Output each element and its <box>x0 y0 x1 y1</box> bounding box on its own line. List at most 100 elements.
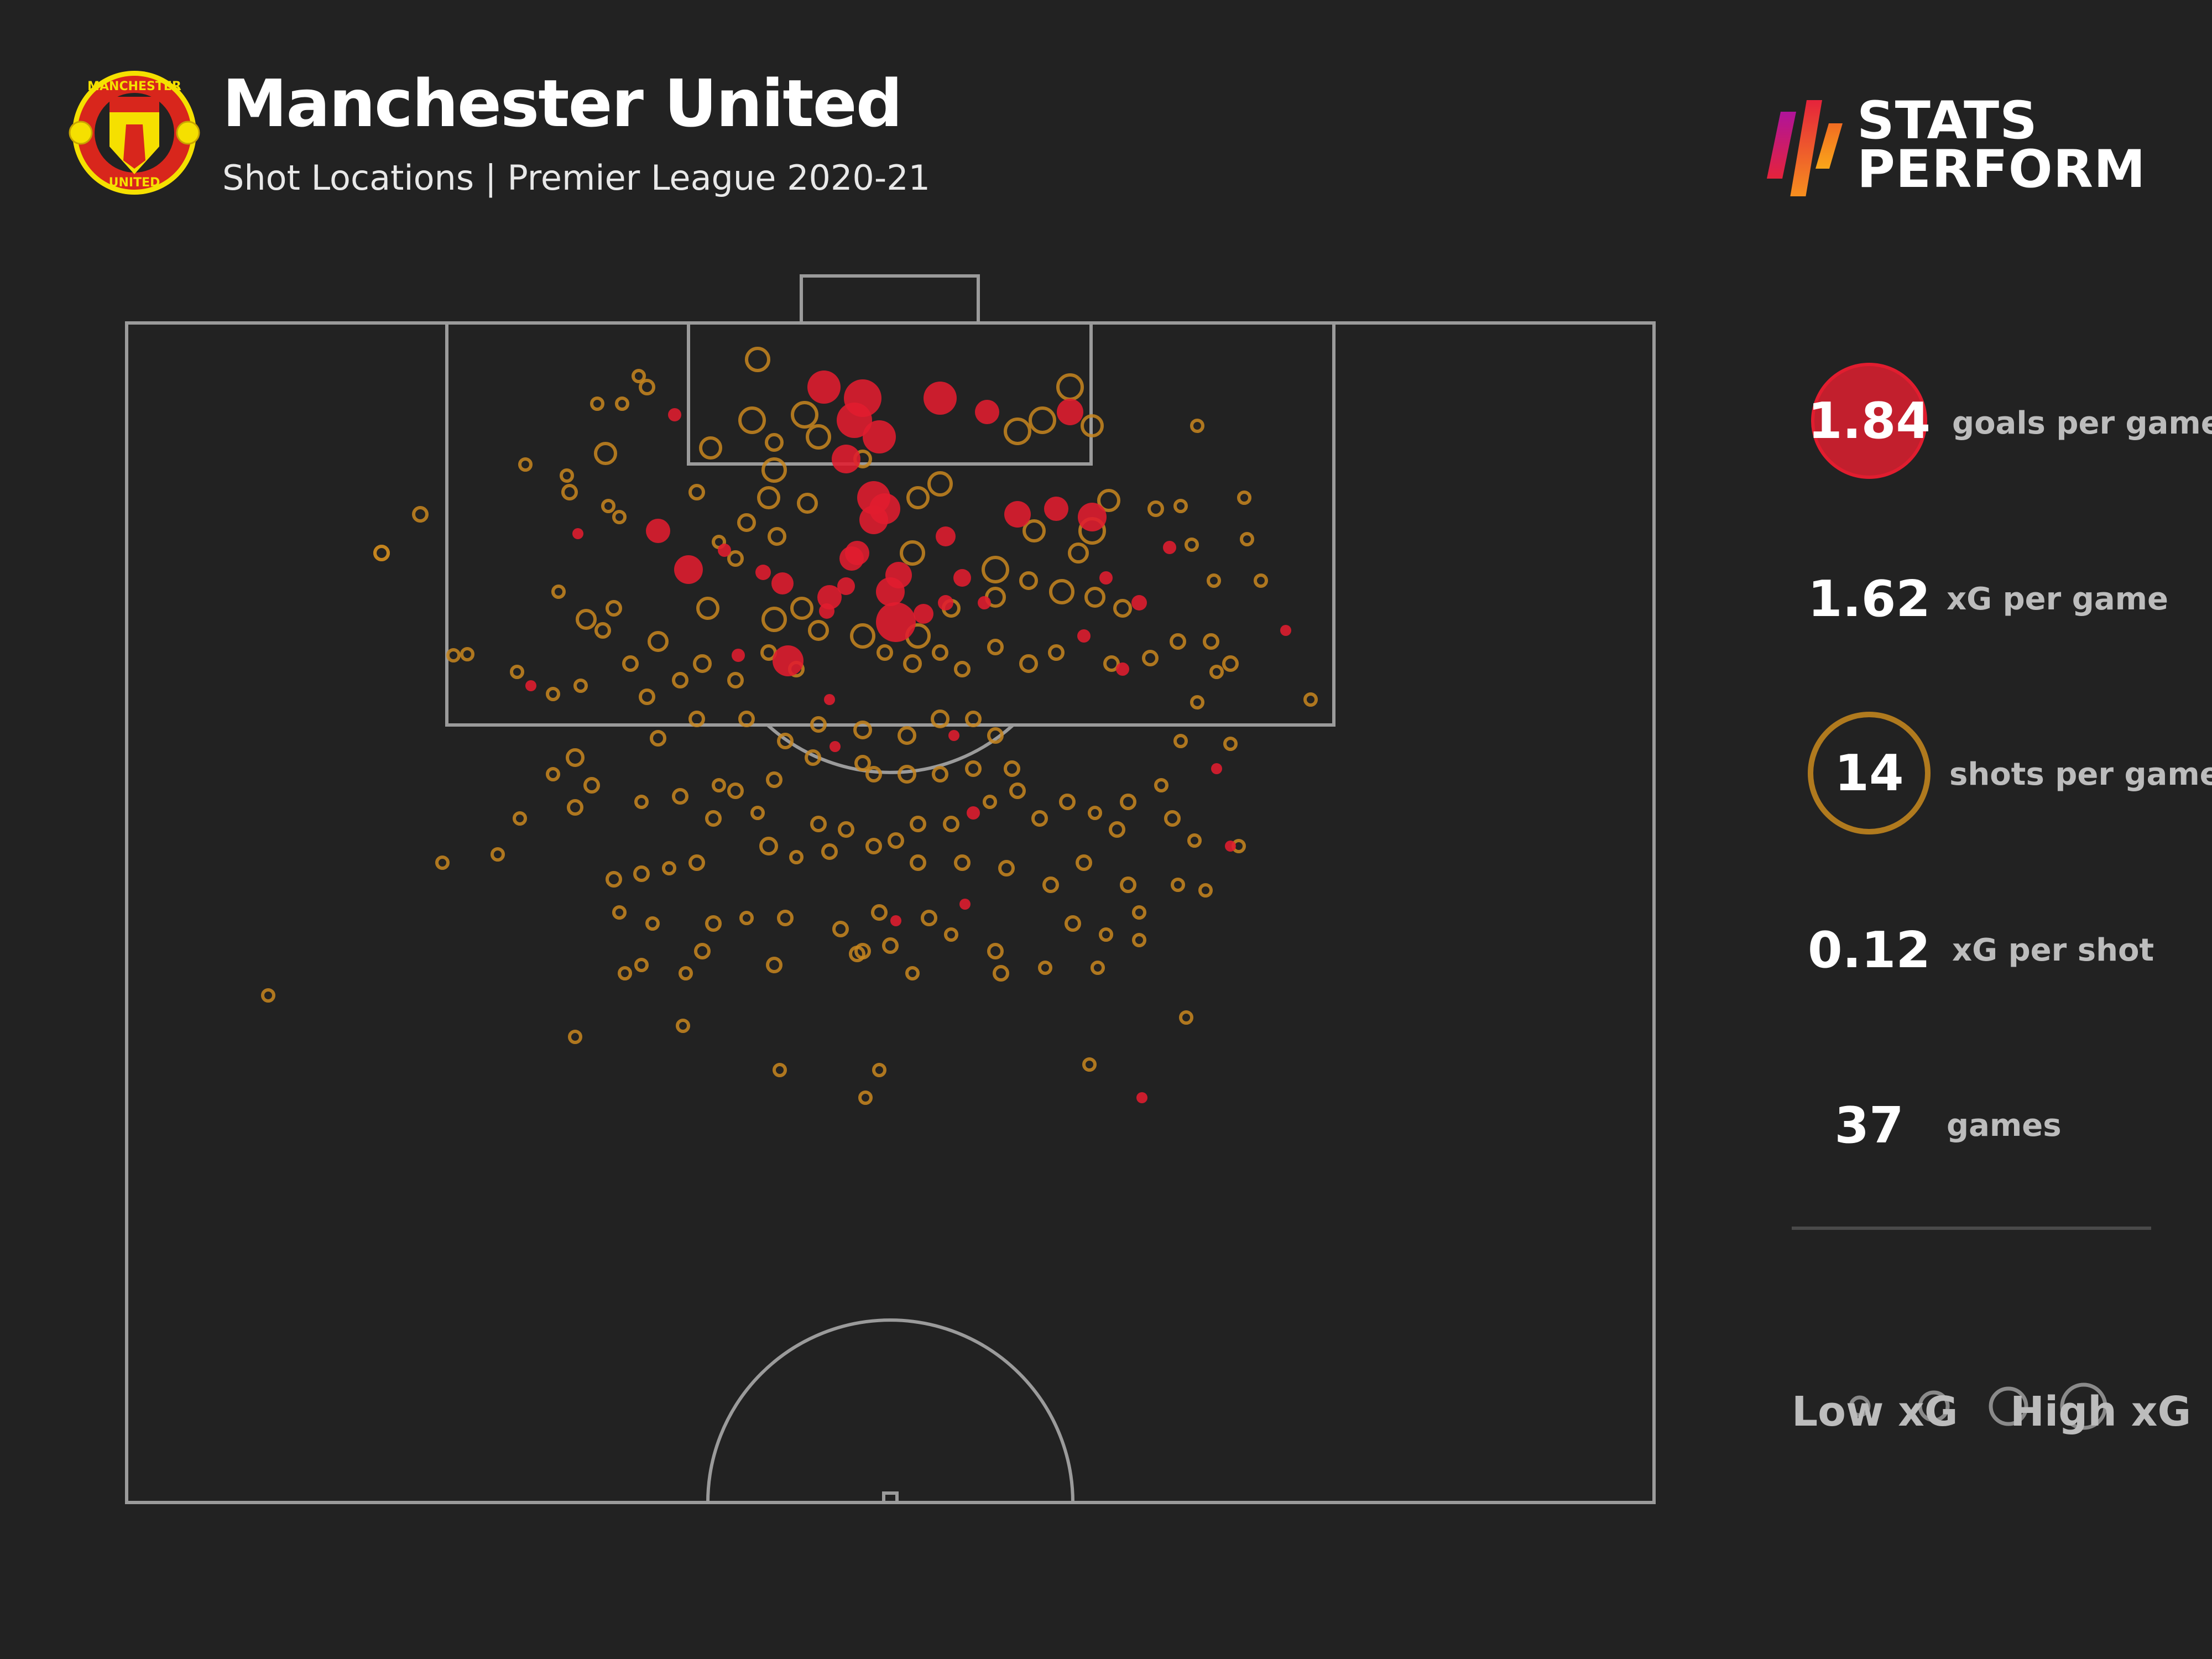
shot-marker <box>943 816 959 832</box>
shot-marker <box>1113 599 1132 618</box>
goal-marker <box>824 694 835 705</box>
penalty-area <box>445 321 1335 727</box>
goal-marker <box>1057 399 1083 425</box>
shot-marker <box>1185 538 1199 552</box>
shot-marker <box>1068 542 1089 564</box>
goal-marker <box>807 371 841 404</box>
shot-marker <box>679 966 693 980</box>
shot-marker <box>727 672 744 688</box>
shot-marker <box>688 484 705 500</box>
legend-circle-xs-icon <box>1849 1395 1871 1417</box>
shot-marker <box>808 620 829 641</box>
shot-marker <box>688 854 705 871</box>
shot-marker <box>1084 587 1105 608</box>
shot-marker <box>765 433 784 452</box>
shot-marker <box>612 510 627 524</box>
goal-marker <box>953 569 971 587</box>
shot-marker <box>632 369 646 383</box>
shot-marker <box>998 860 1015 877</box>
shot-marker <box>1120 794 1136 810</box>
goal-marker <box>674 555 703 584</box>
shot-marker <box>727 550 744 567</box>
goal-marker <box>938 595 953 611</box>
svg-text:MANCHESTER: MANCHESTER <box>87 80 181 93</box>
shots-per-game-label: shots per game <box>1949 756 2212 792</box>
shot-marker <box>1099 927 1113 942</box>
goal-marker <box>1044 497 1068 521</box>
shot-marker <box>594 442 617 465</box>
shot-marker <box>568 1030 582 1044</box>
shot-marker <box>567 799 583 816</box>
shot-marker <box>987 943 1004 959</box>
brand-name: STATS PERFORM <box>1857 95 2146 200</box>
shot-marker <box>797 493 818 514</box>
goal-marker <box>1211 763 1222 774</box>
shot-marker <box>1132 933 1146 947</box>
stat-xg-per-game: 1.62 xG per game <box>1770 535 2212 662</box>
goal-marker <box>572 528 583 539</box>
brand-line-2: PERFORM <box>1857 139 2146 200</box>
shot-marker <box>739 911 754 925</box>
shot-marker <box>573 679 588 693</box>
shot-marker <box>606 871 622 888</box>
shot-marker <box>261 988 275 1003</box>
goal-marker <box>755 565 771 580</box>
xg-per-game-value: 1.62 <box>1807 570 1931 628</box>
shot-marker <box>634 795 649 809</box>
shot-marker <box>745 347 770 372</box>
shot-marker <box>1203 633 1219 650</box>
shot-marker <box>513 811 527 826</box>
shot-map-pitch <box>125 274 1656 1504</box>
shot-marker <box>944 927 958 942</box>
shot-marker <box>1254 573 1268 588</box>
manchester-united-crest-icon: MANCHESTER UNITED <box>69 71 200 195</box>
shot-marker <box>838 821 854 838</box>
penalty-arc <box>766 723 1015 774</box>
shot-marker <box>954 854 971 871</box>
goal-marker <box>924 382 957 415</box>
shot-marker <box>789 850 804 864</box>
goal-marker <box>967 806 980 820</box>
shot-marker <box>712 778 726 792</box>
shot-marker <box>1173 734 1188 748</box>
goal-marker <box>668 408 681 421</box>
shot-marker <box>1065 915 1081 932</box>
goal-marker <box>1163 541 1176 554</box>
goal-marker <box>830 741 841 752</box>
shot-marker <box>910 854 926 871</box>
shot-marker <box>412 506 429 523</box>
shot-marker <box>738 406 766 434</box>
shot-marker <box>932 766 948 782</box>
goal-marker <box>876 577 905 606</box>
shot-marker <box>1049 579 1074 604</box>
shot-marker <box>791 401 818 429</box>
shot-marker <box>906 486 930 509</box>
shot-marker <box>1004 760 1020 777</box>
shot-marker <box>576 609 597 630</box>
goal-marker <box>845 541 869 565</box>
goal-marker <box>1116 662 1129 676</box>
page-subtitle: Shot Locations | Premier League 2020-21 <box>222 158 931 198</box>
centre-spot <box>882 1491 899 1504</box>
shot-marker <box>900 540 925 566</box>
shot-marker <box>773 1063 787 1077</box>
shot-marker <box>510 665 524 679</box>
shot-marker <box>993 965 1009 982</box>
goal-marker <box>978 596 991 609</box>
shot-marker <box>1147 500 1164 517</box>
shot-marker <box>737 513 756 532</box>
stat-games: 37 games <box>1770 1062 2212 1189</box>
shot-marker <box>849 946 865 962</box>
shot-marker <box>705 810 722 827</box>
shot-marker <box>699 436 722 460</box>
goal-marker <box>936 526 956 546</box>
goal-marker <box>863 420 896 453</box>
shot-marker <box>877 644 893 661</box>
games-value: 37 <box>1834 1096 1904 1155</box>
shot-marker <box>805 749 821 766</box>
shot-marker <box>910 816 926 832</box>
shot-marker <box>865 766 882 782</box>
shot-marker <box>601 499 615 513</box>
shot-marker <box>882 937 899 954</box>
goal-marker <box>646 519 670 543</box>
